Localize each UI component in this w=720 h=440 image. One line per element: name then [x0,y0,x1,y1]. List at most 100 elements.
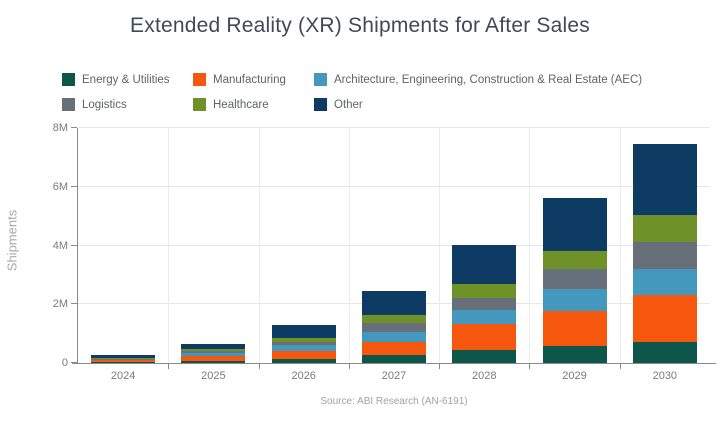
bar-segment[interactable] [271,351,336,359]
bar-segment[interactable] [452,245,517,284]
bar-segment[interactable] [271,324,336,339]
bar-segment[interactable] [271,341,336,345]
x-tick [619,364,621,369]
gridline [439,128,441,363]
bar-column [168,128,258,363]
x-tick [168,364,170,369]
bar-segment[interactable] [361,291,427,316]
legend-swatch-icon [314,98,327,111]
bar-segment[interactable] [632,295,697,342]
bar-segment[interactable] [91,359,156,361]
legend-label: Manufacturing [213,73,286,86]
y-axis-title: Shipments [4,209,20,272]
gridline [168,128,170,363]
y-tick-label: 8M [52,122,68,134]
plot-area: 0 2M 4M 6M 8M [53,122,716,369]
bar-segment[interactable] [91,358,156,360]
bar-segment[interactable] [91,358,156,359]
gridline [258,128,260,363]
bar-segment[interactable] [452,309,517,324]
bar-segment[interactable] [181,353,246,356]
legend-item[interactable]: Architecture, Engineering, Construction … [314,73,642,86]
bar-segment[interactable] [91,360,156,363]
bar-segment[interactable] [361,354,427,363]
bar-segment[interactable] [271,344,336,352]
legend-swatch-icon [314,73,327,86]
legend-item[interactable]: Logistics [62,98,193,111]
x-axis-label: 2026 [291,370,316,382]
legend: Energy & Utilities Manufacturing Architect… [62,67,642,117]
bar-segment[interactable] [181,360,246,363]
gridline [529,128,531,363]
y-tick [71,244,77,246]
x-axis-label: 2025 [201,370,226,382]
bar-column [529,128,619,363]
x-axis-label: 2029 [562,370,587,382]
bar-segment[interactable] [91,355,156,359]
legend-item[interactable]: Other [314,98,642,111]
x-tick [439,364,441,369]
bar-segment[interactable] [452,297,517,310]
x-tick [348,364,350,369]
y-axis-line [77,128,78,363]
bar-segment[interactable] [181,350,246,354]
bar-segment[interactable] [271,338,336,342]
y-tick-label: 4M [52,239,68,252]
y-tick [71,185,77,187]
legend-item[interactable]: Manufacturing [193,73,314,86]
chart-title: Extended Reality (XR) Shipments for Afte… [130,14,590,37]
bar-series [78,128,710,363]
source-note: Source: ABI Research (AN-6191) [320,396,468,407]
x-axis-label: 2028 [472,370,497,382]
bar-segment[interactable] [181,343,246,350]
bar-segment[interactable] [542,197,607,251]
bar-segment[interactable] [632,144,697,216]
bar-segment[interactable] [542,250,607,269]
bar-segment[interactable] [181,355,246,361]
legend-swatch-icon [193,73,206,86]
bar-stack [361,291,427,363]
bar-segment[interactable] [361,341,427,355]
y-tick [71,127,77,128]
bar-segment[interactable] [361,315,427,324]
bar-segment[interactable] [632,242,697,270]
x-axis-label: 2024 [110,370,136,382]
x-tick [529,364,531,369]
bar-segment[interactable] [632,269,697,296]
y-tick [71,303,77,305]
bar-segment[interactable] [542,268,607,289]
y-tick-label: 0 [61,357,68,369]
bar-segment[interactable] [452,323,517,350]
bar-segment[interactable] [361,323,427,332]
bar-column [620,128,710,363]
bar-column [439,128,529,363]
bar-segment[interactable] [361,331,427,342]
bar-segment[interactable] [632,341,697,363]
gridline [78,244,710,246]
bar-column [259,128,349,363]
legend-item[interactable]: Energy & Utilities [62,73,193,86]
legend-item[interactable]: Healthcare [193,98,314,111]
bar-segment[interactable] [542,310,607,346]
bar-segment[interactable] [542,345,607,363]
bar-segment[interactable] [271,358,336,363]
y-tick-label: 6M [52,180,68,193]
x-axis-line [72,363,716,364]
bar-stack [271,324,336,363]
bar-stack [542,197,607,363]
bar-stack [181,343,246,363]
bar-segment[interactable] [632,215,697,242]
x-axis-label: 2030 [652,370,678,382]
bar-stack [632,144,697,363]
legend-label: Logistics [82,98,127,111]
bar-segment[interactable] [91,362,156,363]
bar-segment[interactable] [542,288,607,311]
bar-column [78,128,168,363]
bar-segment[interactable] [452,283,517,298]
bar-segment[interactable] [181,349,246,351]
bar-stack [91,355,156,363]
bar-stack [452,245,517,363]
legend-swatch-icon [62,73,75,86]
bar-segment[interactable] [452,349,517,363]
legend-label: Architecture, Engineering, Construction … [334,73,643,86]
